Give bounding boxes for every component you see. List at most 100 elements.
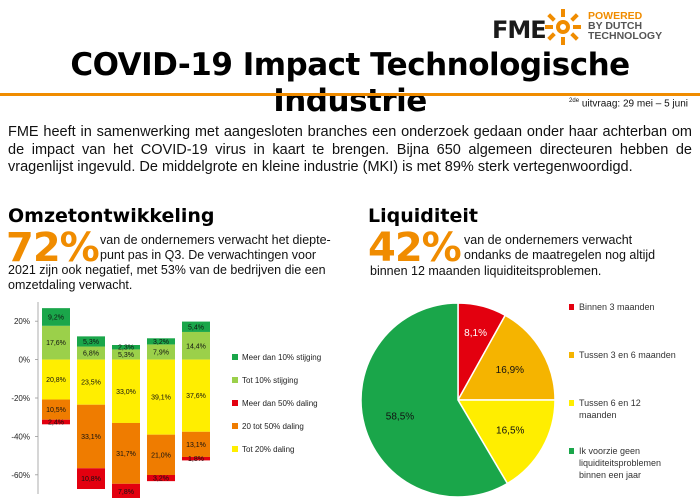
bar-data-label: 37,6% <box>186 393 206 400</box>
bar-data-label: 21,0% <box>151 452 171 459</box>
legend-swatch <box>232 446 238 452</box>
y-tick-label: 0% <box>18 356 30 365</box>
pie-legend-label: Ik voorzie geen <box>579 446 640 456</box>
bar-data-label: 3,2% <box>153 476 169 483</box>
y-tick-label: 20% <box>14 317 30 326</box>
bar-segment <box>77 336 105 347</box>
liquiditeit-pie-chart: 8,1% 16,9% 16,5% 58,5% Binnen 3 maanden Tusse… <box>360 302 676 498</box>
bar-data-label: 1,8% <box>188 456 204 463</box>
bar-data-label: 5,4% <box>188 324 204 331</box>
bar-segment <box>182 431 210 457</box>
bar-segment <box>77 346 105 360</box>
pie-data-label: 16,9% <box>496 365 524 376</box>
y-tick-label: -40% <box>11 432 30 441</box>
bar-data-label: 3,2% <box>153 339 169 346</box>
bar-data-label: 10,8% <box>81 476 101 483</box>
pie-legend-swatch <box>569 352 574 358</box>
logo-tagline-2: BY DUTCH <box>588 20 643 32</box>
bar-segment <box>112 483 140 498</box>
omzet-lead-1: van de ondernemers verwacht het diepte- <box>100 233 331 247</box>
bar-data-label: 39,1% <box>151 395 171 402</box>
legend-label: Tot 10% stijging <box>242 376 298 385</box>
edition-text: uitvraag: 29 mei – 5 juni <box>579 98 688 110</box>
edition-note: 2de uitvraag: 29 mei – 5 juni <box>569 98 688 109</box>
bar-data-label: 23,5% <box>81 380 101 387</box>
bar-data-label: 33,1% <box>81 434 101 441</box>
liquiditeit-percentage: 42% <box>368 225 462 271</box>
bar-segment <box>42 399 70 420</box>
liquiditeit-lead-3: binnen 12 maanden liquiditeitsproblemen. <box>370 264 602 278</box>
pie-legend-label: Tussen 3 en 6 maanden <box>579 350 676 360</box>
bar-data-label: 17,6% <box>46 340 66 347</box>
bar-segment <box>77 359 105 405</box>
legend-swatch <box>232 400 238 406</box>
legend-label: Tot 20% daling <box>242 445 294 454</box>
omzet-bar-chart: 20% 0% -20% -40% -60% 17,6% 9,2% 20,8% 10,5% 2,4%… <box>11 302 321 498</box>
title-divider <box>0 93 700 96</box>
bar-segment <box>77 404 105 469</box>
legend-swatch <box>232 377 238 383</box>
pie-legend-swatch <box>569 400 574 406</box>
omzet-lead-2: punt pas in Q3. De verwachtingen voor <box>100 248 317 262</box>
bar-segment <box>112 359 140 423</box>
liquiditeit-lead-2: ondanks de maatregelen nog altijd <box>464 248 656 262</box>
pie-legend-swatch <box>569 448 574 454</box>
bar-segment <box>147 359 175 435</box>
liquiditeit-section-title: Liquiditeit <box>368 205 478 227</box>
pie-legend-label: maanden <box>579 410 617 420</box>
bar-data-label: 2,4% <box>48 420 64 427</box>
bar-segment <box>182 456 210 461</box>
pie-data-label: 8,1% <box>464 328 487 339</box>
bar-segment <box>77 468 105 490</box>
pie-legend-label: liquiditeitsproblemen <box>579 458 661 468</box>
legend-swatch <box>232 423 238 429</box>
pie-legend-swatch <box>569 304 574 310</box>
legend-label: 20 tot 50% daling <box>242 422 304 431</box>
bar-segment <box>112 345 140 350</box>
edition-superscript: 2de <box>569 98 580 104</box>
legend-label: Meer dan 50% daling <box>242 399 318 408</box>
bar-segment <box>182 321 210 332</box>
bar-segment <box>182 359 210 432</box>
logo-gear-icon <box>545 9 581 45</box>
bar-data-label: 14,4% <box>186 343 206 350</box>
pie-legend-label: binnen een jaar <box>579 470 641 480</box>
bar-segment <box>147 338 175 345</box>
pie-legend-label: Binnen 3 maanden <box>579 302 655 312</box>
bar-segment <box>147 474 175 482</box>
intro-paragraph: FME heeft in samenwerking met aangeslote… <box>8 124 692 175</box>
bar-segment <box>147 434 175 475</box>
bar-data-label: 5,3% <box>118 352 134 359</box>
omzet-lead-4: omzetdaling verwacht. <box>8 278 133 292</box>
bar-data-label: 20,8% <box>46 377 66 384</box>
liquiditeit-lead-1: van de ondernemers verwacht <box>464 233 633 247</box>
pie-data-label: 58,5% <box>386 411 414 422</box>
logo-tagline-1: POWERED <box>588 10 643 22</box>
legend-swatch <box>232 354 238 360</box>
bar-data-label: 5,3% <box>83 339 99 346</box>
omzet-percentage: 72% <box>6 225 100 271</box>
page-title: COVID-19 Impact Technologische Industrie <box>70 47 630 119</box>
bar-data-label: 9,2% <box>48 314 64 321</box>
bar-data-label: 13,1% <box>186 442 206 449</box>
logo-tagline-3: TECHNOLOGY <box>588 30 663 42</box>
pie-slice <box>456 399 556 485</box>
fme-logo: FME POWERED BY DUTCH TECHNOLOGY <box>492 8 692 46</box>
bar-segment <box>112 422 140 484</box>
logo-wordmark: FME <box>492 16 547 44</box>
bar-segment <box>42 325 70 360</box>
bar-data-label: 2,3% <box>118 345 134 352</box>
pie-slice <box>456 314 556 401</box>
bar-data-label: 33,0% <box>116 389 136 396</box>
bar-data-label: 10,5% <box>46 407 66 414</box>
bar-segment <box>42 419 70 425</box>
omzet-section-title: Omzetontwikkeling <box>8 205 215 227</box>
bar-segment <box>42 359 70 400</box>
bar-segment <box>147 344 175 360</box>
bar-data-label: 7,8% <box>118 489 134 496</box>
pie-data-label: 16,5% <box>496 425 524 436</box>
bar-data-label: 6,8% <box>83 351 99 358</box>
bar-data-label: 31,7% <box>116 451 136 458</box>
omzet-lead-3: 2021 zijn ook negatief, met 53% van de b… <box>8 263 326 277</box>
y-tick-label: -20% <box>11 394 30 403</box>
